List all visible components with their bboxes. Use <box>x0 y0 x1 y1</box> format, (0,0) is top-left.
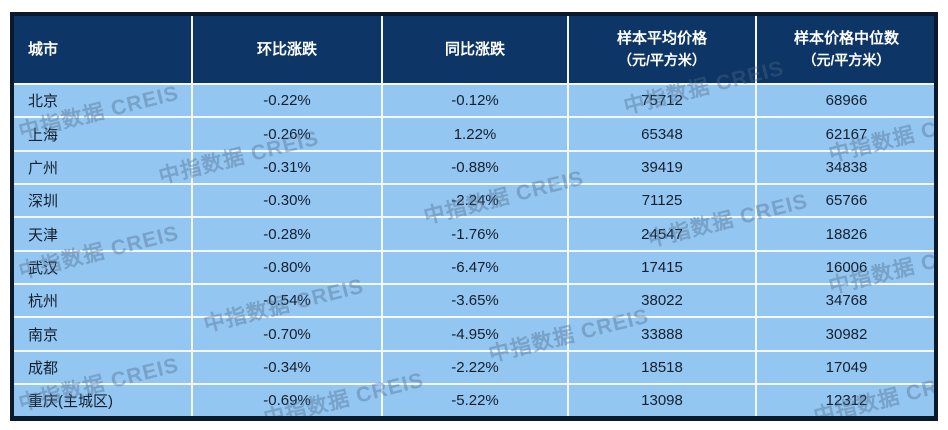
column-header-label: 环比涨跌 <box>256 40 317 58</box>
cell-yoy: -0.12% <box>381 82 569 119</box>
cell-median-price: 17049 <box>755 349 934 386</box>
table-row: 南京 -0.70% -4.95% 33888 30982 <box>14 316 934 352</box>
cell-mom: -0.80% <box>191 249 383 286</box>
column-header-yoy: 同比涨跌 <box>381 16 569 85</box>
cell-avg-price: 24547 <box>567 216 757 252</box>
cell-mom: -0.26% <box>191 116 383 152</box>
table-row: 天津 -0.28% -1.76% 24547 18826 <box>14 216 934 252</box>
cell-city: 深圳 <box>14 183 193 219</box>
cell-mom: -0.54% <box>191 283 383 319</box>
cell-median-price: 12312 <box>755 383 934 416</box>
cell-city: 成都 <box>14 349 193 386</box>
column-header-label: 样本平均价格 <box>616 30 707 48</box>
cell-median-price: 34838 <box>755 149 934 186</box>
cell-yoy: -5.22% <box>381 383 569 416</box>
table-header: 城市 环比涨跌 同比涨跌 样本平均价格 （元/平方米） 样本价格中位数 （元/平… <box>14 16 934 85</box>
cell-avg-price: 75712 <box>567 82 757 119</box>
column-header-label: 城市 <box>28 40 59 58</box>
cell-yoy: -6.47% <box>381 249 569 286</box>
cell-median-price: 18826 <box>755 216 934 252</box>
table-body: 北京 -0.22% -0.12% 75712 68966 上海 -0.26% 1… <box>14 82 934 416</box>
table-frame: 城市 环比涨跌 同比涨跌 样本平均价格 （元/平方米） 样本价格中位数 （元/平… <box>10 12 938 421</box>
cell-median-price: 30982 <box>755 316 934 352</box>
cell-avg-price: 65348 <box>567 116 757 152</box>
cell-avg-price: 17415 <box>567 249 757 286</box>
column-header-mom: 环比涨跌 <box>191 16 383 85</box>
cell-yoy: -0.88% <box>381 149 569 186</box>
cell-avg-price: 71125 <box>567 183 757 219</box>
cell-city: 天津 <box>14 216 193 252</box>
table-row: 成都 -0.34% -2.22% 18518 17049 <box>14 349 934 386</box>
cell-yoy: -3.65% <box>381 283 569 319</box>
cell-mom: -0.69% <box>191 383 383 416</box>
column-header-city: 城市 <box>14 16 193 85</box>
header-row: 城市 环比涨跌 同比涨跌 样本平均价格 （元/平方米） 样本价格中位数 （元/平… <box>14 16 934 85</box>
cell-mom: -0.28% <box>191 216 383 252</box>
column-header-avg-price: 样本平均价格 （元/平方米） <box>567 16 757 85</box>
table-row: 武汉 -0.80% -6.47% 17415 16006 <box>14 249 934 286</box>
city-price-table: 城市 环比涨跌 同比涨跌 样本平均价格 （元/平方米） 样本价格中位数 （元/平… <box>14 16 934 416</box>
column-header-label: 样本价格中位数 <box>793 30 899 48</box>
cell-median-price: 34768 <box>755 283 934 319</box>
cell-median-price: 16006 <box>755 249 934 286</box>
cell-city: 杭州 <box>14 283 193 319</box>
column-header-unit: （元/平方米） <box>618 52 706 69</box>
cell-avg-price: 39419 <box>567 149 757 186</box>
cell-median-price: 62167 <box>755 116 934 152</box>
cell-city: 武汉 <box>14 249 193 286</box>
table-row: 深圳 -0.30% -2.24% 71125 65766 <box>14 183 934 219</box>
cell-city: 北京 <box>14 82 193 119</box>
table-row: 重庆(主城区) -0.69% -5.22% 13098 12312 <box>14 383 934 416</box>
cell-yoy: -1.76% <box>381 216 569 252</box>
table-row: 上海 -0.26% 1.22% 65348 62167 <box>14 116 934 152</box>
cell-mom: -0.31% <box>191 149 383 186</box>
cell-mom: -0.70% <box>191 316 383 352</box>
table-row: 杭州 -0.54% -3.65% 38022 34768 <box>14 283 934 319</box>
cell-avg-price: 38022 <box>567 283 757 319</box>
cell-median-price: 68966 <box>755 82 934 119</box>
column-header-label: 同比涨跌 <box>444 40 505 58</box>
cell-mom: -0.34% <box>191 349 383 386</box>
cell-avg-price: 13098 <box>567 383 757 416</box>
cell-mom: -0.30% <box>191 183 383 219</box>
cell-avg-price: 33888 <box>567 316 757 352</box>
cell-avg-price: 18518 <box>567 349 757 386</box>
cell-city: 广州 <box>14 149 193 186</box>
cell-city: 上海 <box>14 116 193 152</box>
table-row: 广州 -0.31% -0.88% 39419 34838 <box>14 149 934 186</box>
cell-yoy: 1.22% <box>381 116 569 152</box>
table-row: 北京 -0.22% -0.12% 75712 68966 <box>14 82 934 119</box>
cell-mom: -0.22% <box>191 82 383 119</box>
cell-city: 南京 <box>14 316 193 352</box>
column-header-unit: （元/平方米） <box>802 52 891 69</box>
column-header-median-price: 样本价格中位数 （元/平方米） <box>755 16 934 85</box>
cell-city: 重庆(主城区) <box>14 383 193 416</box>
cell-yoy: -2.24% <box>381 183 569 219</box>
cell-median-price: 65766 <box>755 183 934 219</box>
cell-yoy: -4.95% <box>381 316 569 352</box>
cell-yoy: -2.22% <box>381 349 569 386</box>
